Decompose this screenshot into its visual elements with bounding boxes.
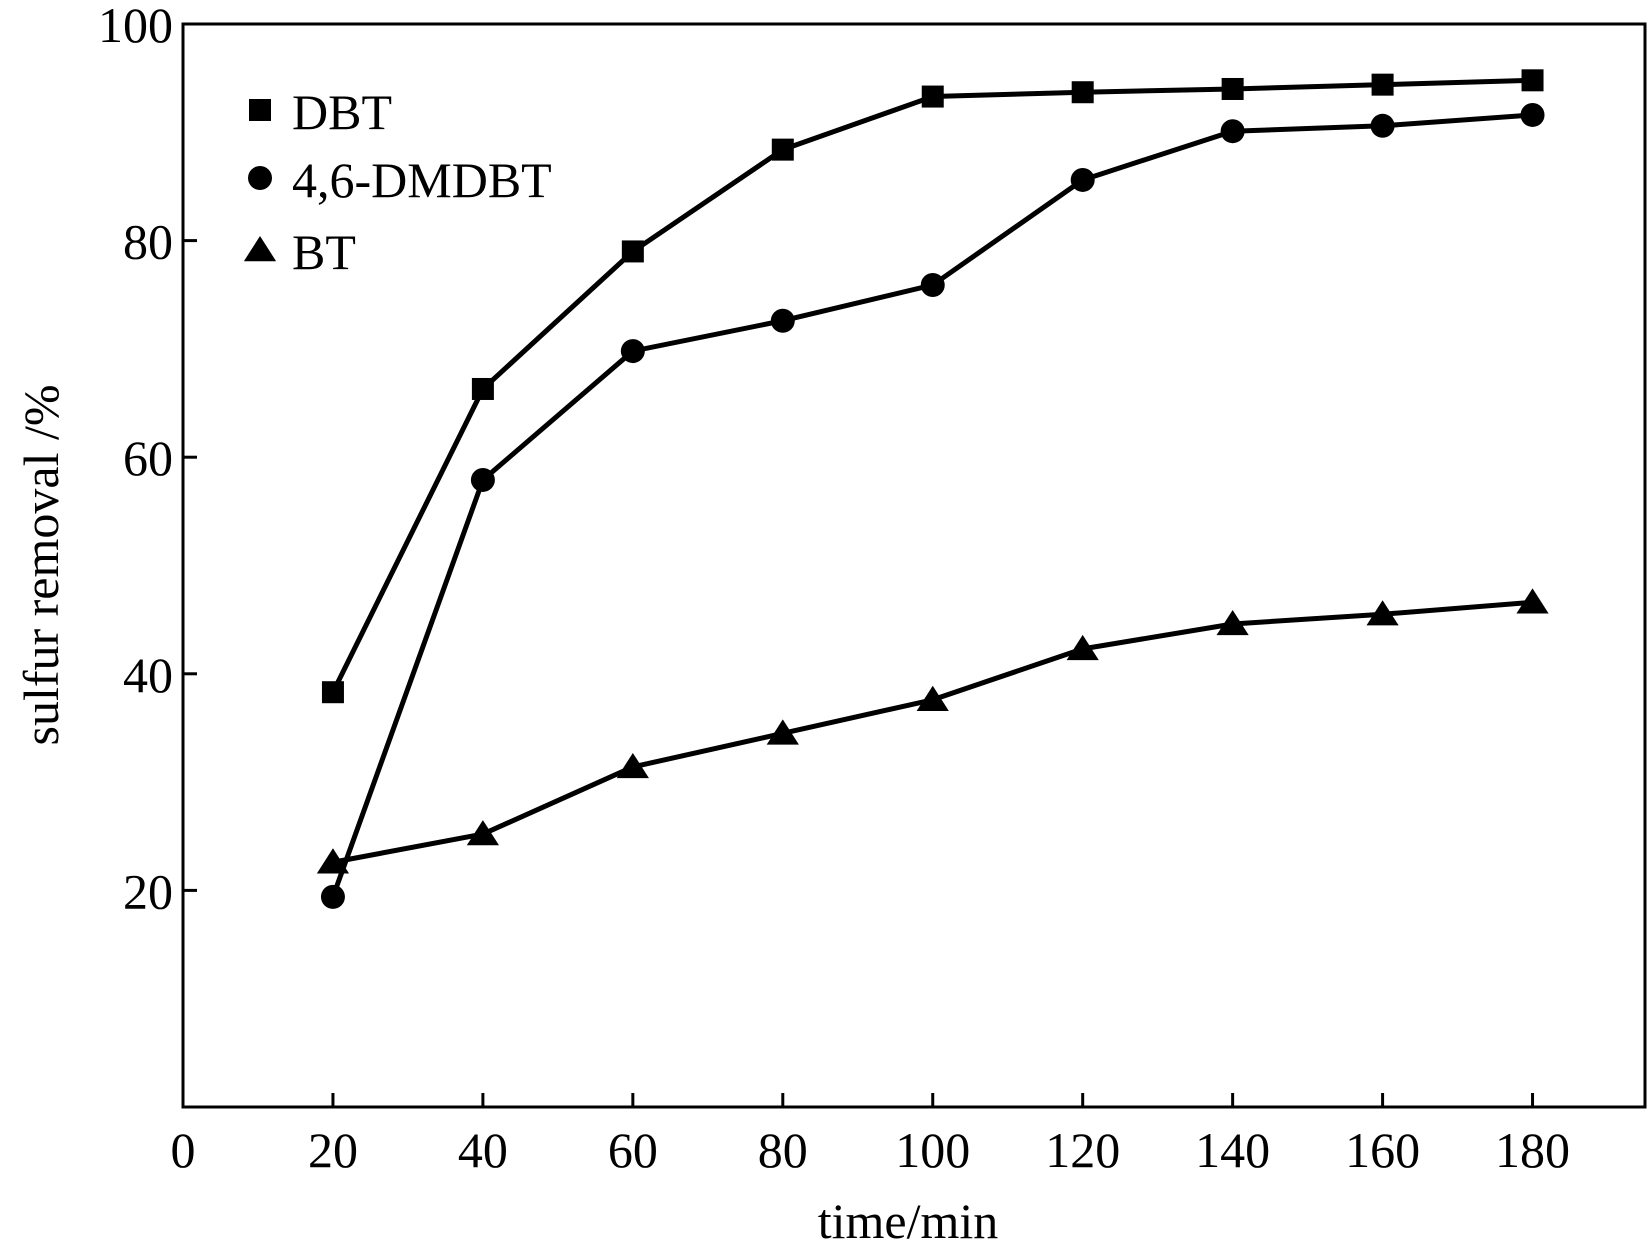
data-point-4-6-dmdbt (770, 308, 795, 333)
x-tick-label: 80 (758, 1122, 808, 1178)
data-point-dbt (321, 681, 344, 704)
data-point-dbt (621, 240, 644, 263)
legend-marker-bt (243, 236, 277, 262)
series-line-4-6-dmdbt (330, 112, 1533, 898)
x-tick-label: 160 (1345, 1122, 1420, 1178)
legend-label-dbt: DBT (292, 84, 392, 140)
data-point-bt (316, 848, 350, 874)
data-point-bt (916, 685, 949, 711)
series-line-bt (332, 599, 1533, 865)
legend-label-4-6-dmdbt: 4,6-DMDBT (292, 152, 552, 208)
data-point-dbt (771, 138, 794, 161)
x-tick-label: 180 (1495, 1122, 1570, 1178)
x-tick-label: 40 (458, 1122, 508, 1178)
legend-marker-dbt (249, 99, 271, 121)
series-layer (316, 69, 1549, 909)
x-tick-label: 140 (1195, 1122, 1270, 1178)
data-point-bt (1216, 609, 1249, 636)
x-tick-label: 120 (1045, 1122, 1120, 1178)
y-tick-label: 40 (123, 647, 173, 703)
data-point-4-6-dmdbt (620, 339, 645, 364)
data-point-bt (1516, 588, 1549, 614)
plot-frame (181, 22, 1647, 1109)
legend: DBT 4,6-DMDBT BT (243, 84, 552, 280)
data-point-4-6-dmdbt (470, 467, 495, 492)
y-axis-title: sulfur removal /% (13, 384, 69, 745)
x-tick-label: 20 (308, 1122, 358, 1178)
data-point-dbt (1371, 73, 1394, 96)
x-axis-title: time/min (818, 1193, 999, 1249)
data-point-4-6-dmdbt (1220, 119, 1245, 144)
data-point-bt (1066, 634, 1099, 661)
data-point-dbt (471, 377, 494, 400)
y-tick-label: 20 (123, 863, 173, 919)
legend-label-bt: BT (292, 224, 356, 280)
x-tick-label: 0 (171, 1122, 196, 1178)
legend-marker-4-6-dmdbt (248, 166, 272, 190)
x-tick-label: 100 (895, 1122, 970, 1178)
data-point-4-6-dmdbt (920, 273, 945, 298)
data-point-4-6-dmdbt (320, 884, 345, 909)
data-point-dbt (921, 85, 944, 108)
data-point-bt (466, 820, 499, 846)
y-tick-label: 100 (98, 0, 173, 53)
data-point-bt (616, 752, 649, 779)
data-point-dbt (1071, 81, 1094, 104)
y-tick-label: 80 (123, 214, 173, 270)
axis-ticks: 0 20 40 60 80 100 120 140 160 180 20 40 60 80 100 (98, 0, 1570, 1178)
data-point-4-6-dmdbt (1370, 113, 1395, 138)
data-point-bt (1366, 600, 1399, 626)
data-point-4-6-dmdbt (1520, 102, 1545, 127)
y-tick-label: 60 (123, 430, 173, 486)
data-point-dbt (1521, 69, 1544, 92)
x-tick-label: 60 (608, 1122, 658, 1178)
data-point-4-6-dmdbt (1070, 167, 1095, 192)
data-point-bt (766, 719, 799, 745)
data-point-dbt (1221, 77, 1244, 100)
